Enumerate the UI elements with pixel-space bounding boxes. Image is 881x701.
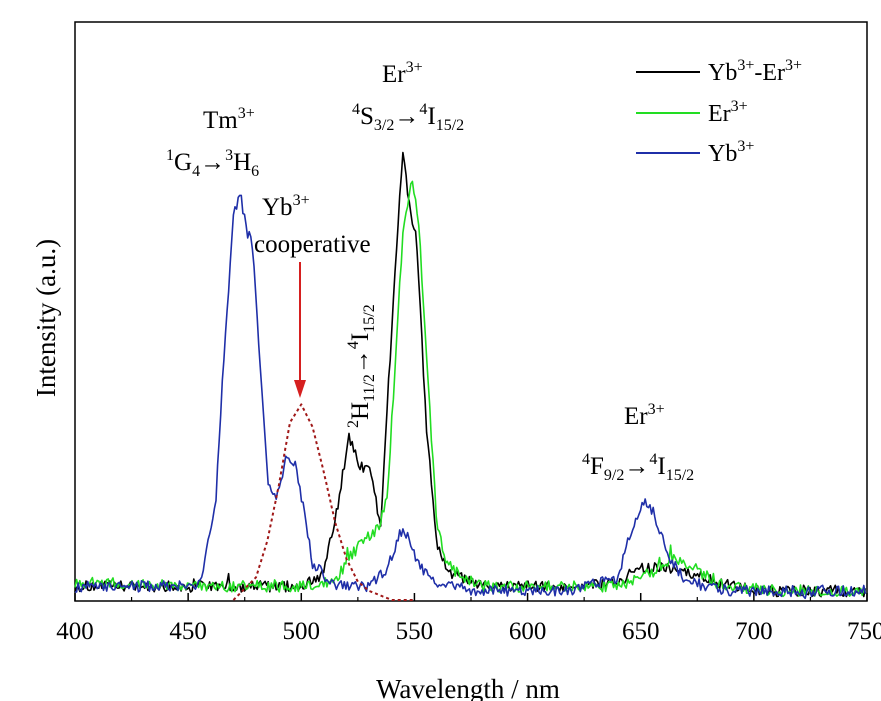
legend-label-yb: Yb3+ <box>708 138 754 167</box>
annotation-yb-cooperative: Yb3+ cooperative <box>254 192 371 398</box>
annotation-er-green-transition: 4S3/2→4I15/2 <box>352 101 464 134</box>
annotation-tm: Tm3+ 1G4→3H6 <box>166 105 259 180</box>
annotation-er-red: Er3+ 4F9/2→4I15/2 <box>582 401 694 484</box>
series-line-3 <box>232 403 415 601</box>
x-tick-label-0: 400 <box>56 618 94 645</box>
x-tick-label-5: 650 <box>622 618 660 645</box>
x-tick-label-1: 450 <box>169 618 207 645</box>
series-line-2 <box>74 194 867 600</box>
annotation-yb-coop-word: cooperative <box>254 231 371 258</box>
legend: Yb3+-Er3+ Er3+ Yb3+ <box>636 57 802 167</box>
annotation-er-green-ion: Er3+ <box>382 59 423 88</box>
x-tick-label-6: 700 <box>735 618 773 645</box>
x-axis-title: Wavelength / nm <box>376 674 560 701</box>
series-line-0 <box>74 151 867 598</box>
annotation-er-red-transition: 4F9/2→4I15/2 <box>582 451 694 484</box>
annotation-yb-coop-ion: Yb3+ <box>262 192 310 221</box>
legend-label-yb-er: Yb3+-Er3+ <box>708 57 802 86</box>
x-tick-label-2: 500 <box>283 618 321 645</box>
annotation-tm-transition: 1G4→3H6 <box>166 147 259 180</box>
x-tick-label-7: 750 <box>847 618 881 645</box>
annotation-h11-transition: 2H11/2→4I15/2 <box>345 304 378 428</box>
annotation-arrow-head <box>294 380 306 398</box>
legend-label-er: Er3+ <box>708 98 748 127</box>
x-tick-label-3: 550 <box>396 618 434 645</box>
y-axis-title: Intensity (a.u.) <box>31 239 61 397</box>
annotation-tm-ion: Tm3+ <box>203 105 255 134</box>
x-tick-layer: 400 450 500 550 600 650 700 750 <box>56 593 881 645</box>
series-layer <box>74 151 867 601</box>
annotation-h11: 2H11/2→4I15/2 <box>345 304 378 428</box>
plot-frame <box>74 21 868 602</box>
annotation-er-red-ion: Er3+ <box>624 401 665 430</box>
series-line-1 <box>74 180 867 598</box>
annotation-er-green: Er3+ 4S3/2→4I15/2 <box>352 59 464 134</box>
x-tick-label-4: 600 <box>509 618 547 645</box>
